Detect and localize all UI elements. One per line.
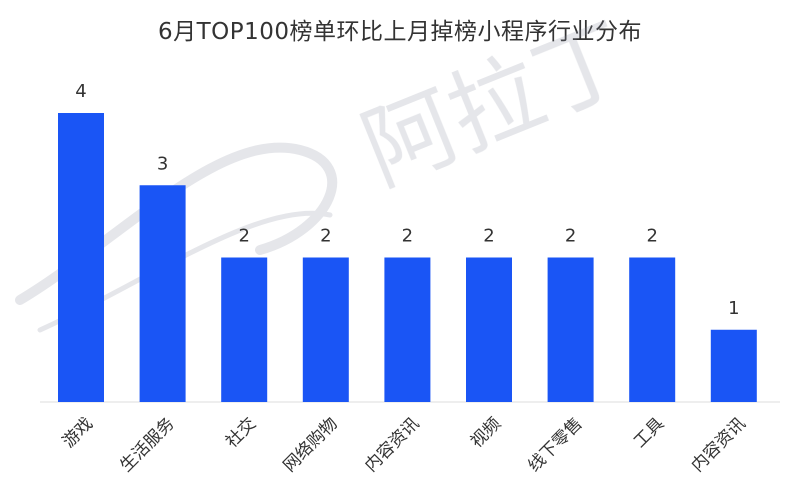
x-tick-label-3: 网络购物 bbox=[280, 414, 342, 476]
x-tick-label-5: 视频 bbox=[467, 414, 505, 452]
x-tick-label-8: 内容资讯 bbox=[688, 414, 750, 476]
data-label-2: 2 bbox=[238, 226, 249, 247]
x-tick-label-7: 工具 bbox=[630, 414, 668, 452]
x-tick-label-6: 线下零售 bbox=[524, 414, 586, 476]
watermark-text: 阿拉丁 bbox=[348, 3, 644, 206]
bar-7 bbox=[629, 257, 676, 402]
data-label-6: 2 bbox=[565, 226, 576, 247]
data-label-1: 3 bbox=[157, 153, 168, 174]
bar-3 bbox=[302, 257, 349, 402]
bar-8 bbox=[710, 329, 757, 402]
x-tick-label-0: 游戏 bbox=[59, 414, 97, 452]
data-label-3: 2 bbox=[320, 226, 331, 247]
x-tick-label-4: 内容资讯 bbox=[361, 414, 423, 476]
bar-6 bbox=[547, 257, 594, 402]
data-label-4: 2 bbox=[402, 226, 413, 247]
bar-2 bbox=[221, 257, 268, 402]
x-tick-label-1: 生活服务 bbox=[116, 414, 178, 476]
x-tick-label-2: 社交 bbox=[222, 414, 260, 452]
bar-0 bbox=[58, 113, 104, 402]
bar-5 bbox=[466, 257, 512, 402]
data-label-8: 1 bbox=[728, 298, 739, 319]
data-label-5: 2 bbox=[483, 226, 494, 247]
data-label-0: 4 bbox=[75, 81, 86, 102]
chart-title: 6月TOP100榜单环比上月掉榜小程序行业分布 bbox=[157, 19, 643, 45]
data-label-7: 2 bbox=[646, 226, 657, 247]
bar-1 bbox=[139, 185, 186, 402]
bar-4 bbox=[384, 257, 431, 402]
